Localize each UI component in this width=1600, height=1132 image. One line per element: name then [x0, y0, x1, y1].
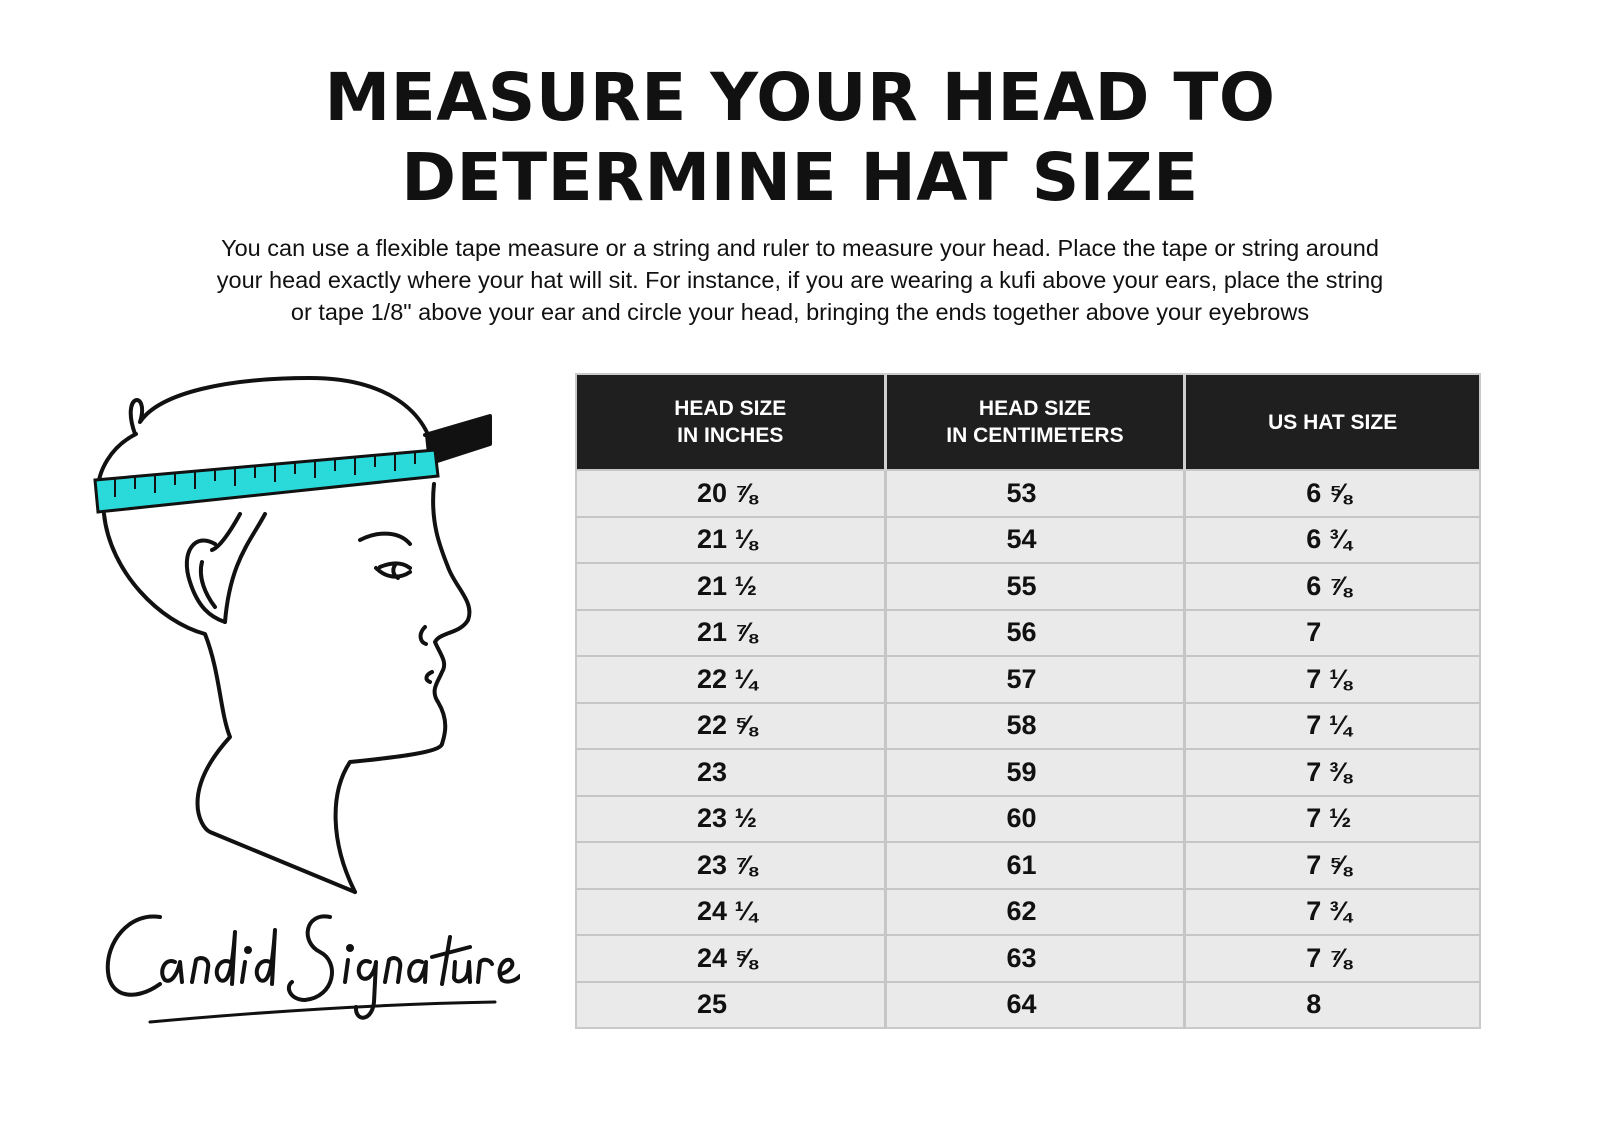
cell-cm: 53 [885, 469, 1187, 517]
cell-cm: 56 [885, 608, 1187, 656]
cell-cm: 60 [885, 794, 1187, 842]
title-line-2: DETERMINE HAT SIZE [401, 139, 1199, 216]
cell-inches: 24 ¼ [576, 887, 887, 935]
column-header-cm-line2: IN CENTIMETERS [946, 424, 1124, 447]
hat-size-table: HEAD SIZE IN INCHES HEAD SIZE IN CENTIME… [575, 373, 1481, 1029]
cell-cm: 55 [885, 562, 1187, 610]
cell-us-size: 7 ⅞ [1184, 934, 1480, 982]
cell-inches: 22 ¼ [576, 655, 887, 703]
title-line-1: MEASURE YOUR HEAD TO [324, 59, 1276, 136]
column-header-centimeters: HEAD SIZE IN CENTIMETERS [885, 374, 1187, 470]
cell-cm: 64 [885, 980, 1187, 1028]
table-row: 23 59 7 ⅜ [576, 748, 1480, 796]
cell-us-size: 7 ¼ [1184, 701, 1480, 749]
candid-signature-logo [105, 914, 522, 1024]
cell-us-size: 6 ⅝ [1184, 469, 1480, 517]
cell-inches: 23 ⅞ [576, 841, 887, 889]
cell-cm: 61 [885, 841, 1187, 889]
column-header-us-line1: US HAT SIZE [1268, 410, 1398, 434]
cell-inches: 25 [576, 980, 887, 1028]
cell-us-size: 7 ⅛ [1184, 655, 1480, 703]
measuring-tape [93, 448, 440, 514]
cell-inches: 21 ½ [576, 562, 887, 610]
intro-line-2: your head exactly where your hat will si… [216, 267, 1384, 293]
table-row: 24 ¼ 62 7 ¾ [576, 887, 1480, 935]
table-row: 22 ⅝ 58 7 ¼ [576, 701, 1480, 749]
column-header-inches-line2: IN INCHES [677, 424, 784, 447]
table-row: 24 ⅝ 63 7 ⅞ [576, 934, 1480, 982]
cell-us-size: 6 ¾ [1184, 515, 1480, 563]
table-row: 23 ⅞ 61 7 ⅝ [576, 841, 1480, 889]
cell-us-size: 7 ¾ [1184, 887, 1480, 935]
cell-us-size: 8 [1184, 980, 1480, 1028]
page-title: MEASURE YOUR HEAD TO DETERMINE HAT SIZE [0, 58, 1600, 218]
column-header-inches: HEAD SIZE IN INCHES [576, 374, 887, 470]
intro-line-1: You can use a flexible tape measure or a… [221, 235, 1379, 261]
cell-inches: 20 ⅞ [576, 469, 887, 517]
table-row: 25 64 8 [576, 980, 1480, 1028]
table-body: 20 ⅞ 53 6 ⅝ 21 ⅛ 54 6 ¾ 21 ½ 55 6 ⅞ 21 ⅞… [576, 469, 1480, 1028]
cell-inches: 22 ⅝ [576, 701, 887, 749]
cell-inches: 24 ⅝ [576, 934, 887, 982]
table-row: 20 ⅞ 53 6 ⅝ [576, 469, 1480, 517]
cell-us-size: 7 ½ [1184, 794, 1480, 842]
cell-us-size: 7 [1184, 608, 1480, 656]
cell-us-size: 7 ⅝ [1184, 841, 1480, 889]
cell-us-size: 6 ⅞ [1184, 562, 1480, 610]
head-profile-measuring-tape-icon [93, 376, 522, 1024]
cell-cm: 54 [885, 515, 1187, 563]
cell-inches: 23 [576, 748, 887, 796]
cell-inches: 21 ⅞ [576, 608, 887, 656]
column-header-inches-line1: HEAD SIZE [674, 397, 787, 420]
intro-paragraph: You can use a flexible tape measure or a… [120, 232, 1480, 328]
table-row: 22 ¼ 57 7 ⅛ [576, 655, 1480, 703]
cell-inches: 21 ⅛ [576, 515, 887, 563]
intro-line-3: or tape 1/8" above your ear and circle y… [290, 299, 1310, 325]
table-row: 23 ½ 60 7 ½ [576, 794, 1480, 842]
table-row: 21 ⅞ 56 7 [576, 608, 1480, 656]
table-row: 21 ½ 55 6 ⅞ [576, 562, 1480, 610]
cell-us-size: 7 ⅜ [1184, 748, 1480, 796]
table-row: 21 ⅛ 54 6 ¾ [576, 515, 1480, 563]
column-header-cm-line1: HEAD SIZE [978, 397, 1091, 420]
column-header-us-hat-size: US HAT SIZE [1184, 374, 1480, 470]
head-illustration [80, 372, 522, 1052]
cell-cm: 58 [885, 701, 1187, 749]
cell-cm: 59 [885, 748, 1187, 796]
table-header-row: HEAD SIZE IN INCHES HEAD SIZE IN CENTIME… [576, 374, 1480, 470]
cell-inches: 23 ½ [576, 794, 887, 842]
cell-cm: 63 [885, 934, 1187, 982]
cell-cm: 62 [885, 887, 1187, 935]
cell-cm: 57 [885, 655, 1187, 703]
